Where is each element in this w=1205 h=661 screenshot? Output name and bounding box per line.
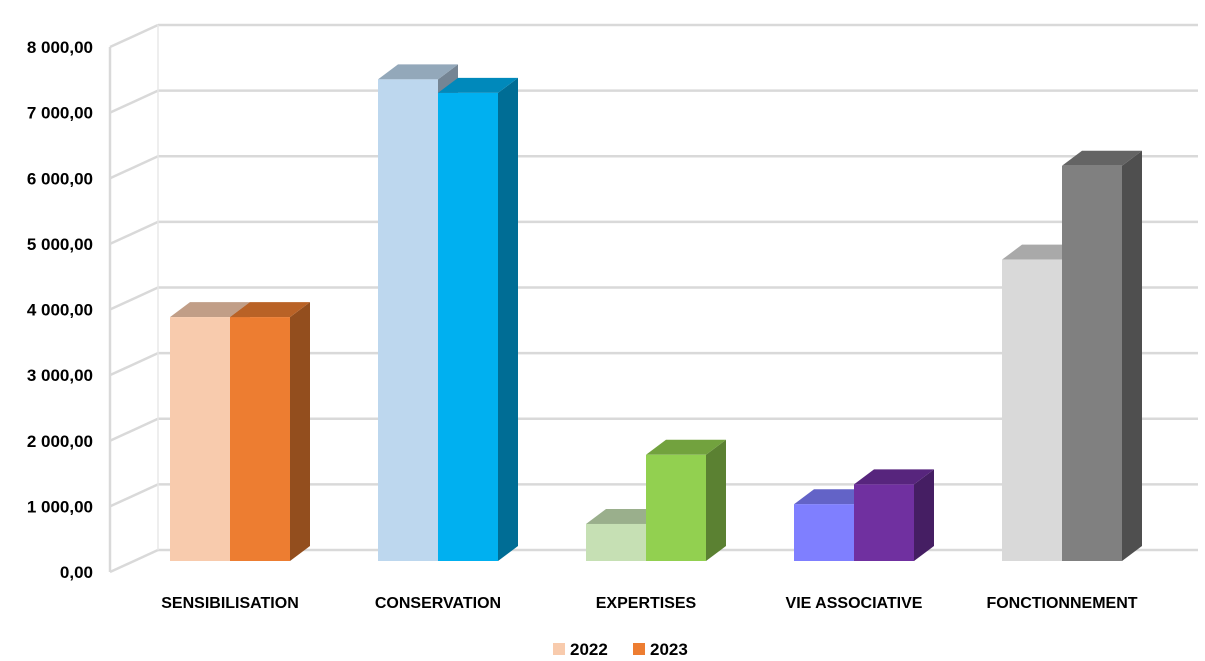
bar-front <box>170 317 230 561</box>
bar-side <box>1122 150 1142 562</box>
bar-front <box>438 92 498 561</box>
x-tick-label: EXPERTISES <box>596 595 697 612</box>
gridline-depth <box>109 220 159 246</box>
gridline-depth <box>109 483 159 508</box>
y-tick-label: 5 000,00 <box>27 235 93 254</box>
y-tick-label: 1 000,00 <box>27 497 93 516</box>
bar-front <box>1062 165 1122 562</box>
bar-front <box>646 454 706 561</box>
legend-label-2023: 2023 <box>650 640 688 659</box>
gridline-depth <box>109 89 159 114</box>
bar-top <box>378 64 458 80</box>
y-tick-label: 3 000,00 <box>27 366 93 385</box>
bar-front <box>378 79 438 561</box>
y-tick-label: 0,00 <box>60 563 93 582</box>
gridline-depth <box>109 351 159 377</box>
y-tick-label: 8 000,00 <box>27 38 93 57</box>
bar-side <box>914 469 934 561</box>
bar-side <box>290 302 310 561</box>
x-tick-label: CONSERVATION <box>375 595 501 612</box>
bar-top <box>438 77 518 93</box>
gridline-depth <box>109 286 159 311</box>
gridline-depth <box>109 23 159 49</box>
gridline-depth <box>109 417 159 442</box>
bar-sensibilisation-2023 <box>230 302 310 561</box>
bar-front <box>854 484 914 561</box>
bar-front <box>230 317 290 561</box>
x-tick-label: VIE ASSOCIATIVE <box>786 595 923 612</box>
x-tick-label: FONCTIONNEMENT <box>986 595 1137 612</box>
bar-top <box>854 469 934 485</box>
bar-side <box>706 439 726 561</box>
gridlines <box>108 23 1198 574</box>
y-tick-label: 7 000,00 <box>27 104 93 123</box>
bar-top <box>170 302 250 318</box>
bar-front <box>1002 259 1062 561</box>
bar-top <box>1062 150 1142 166</box>
legend-swatch-2023 <box>633 643 645 655</box>
bar-side <box>498 77 518 561</box>
y-axis: 0,00 1 000,00 2 000,00 3 000,00 4 000,00 5 00… <box>27 38 93 582</box>
bar-front <box>794 504 854 561</box>
bar-front <box>586 523 646 561</box>
bar-fonctionnement-2023 <box>1062 150 1142 562</box>
y-tick-label: 6 000,00 <box>27 169 93 188</box>
bar-top <box>230 302 310 318</box>
gridline-depth <box>109 155 159 180</box>
x-axis: SENSIBILISATION CONSERVATION EXPERTISES VIE… <box>161 595 1138 612</box>
x-tick-label: SENSIBILISATION <box>161 595 299 612</box>
bar-expertises-2023 <box>646 439 726 561</box>
bar-vie-associative-2023 <box>854 469 934 561</box>
y-tick-label: 2 000,00 <box>27 432 93 451</box>
legend: 2022 2023 <box>553 640 688 659</box>
bar-top <box>646 439 726 455</box>
legend-label-2022: 2022 <box>570 640 608 659</box>
gridline-depth <box>109 548 159 574</box>
bars <box>170 64 1142 562</box>
y-tick-label: 4 000,00 <box>27 301 93 320</box>
bar-conservation-2023 <box>438 77 518 561</box>
legend-swatch-2022 <box>553 643 565 655</box>
